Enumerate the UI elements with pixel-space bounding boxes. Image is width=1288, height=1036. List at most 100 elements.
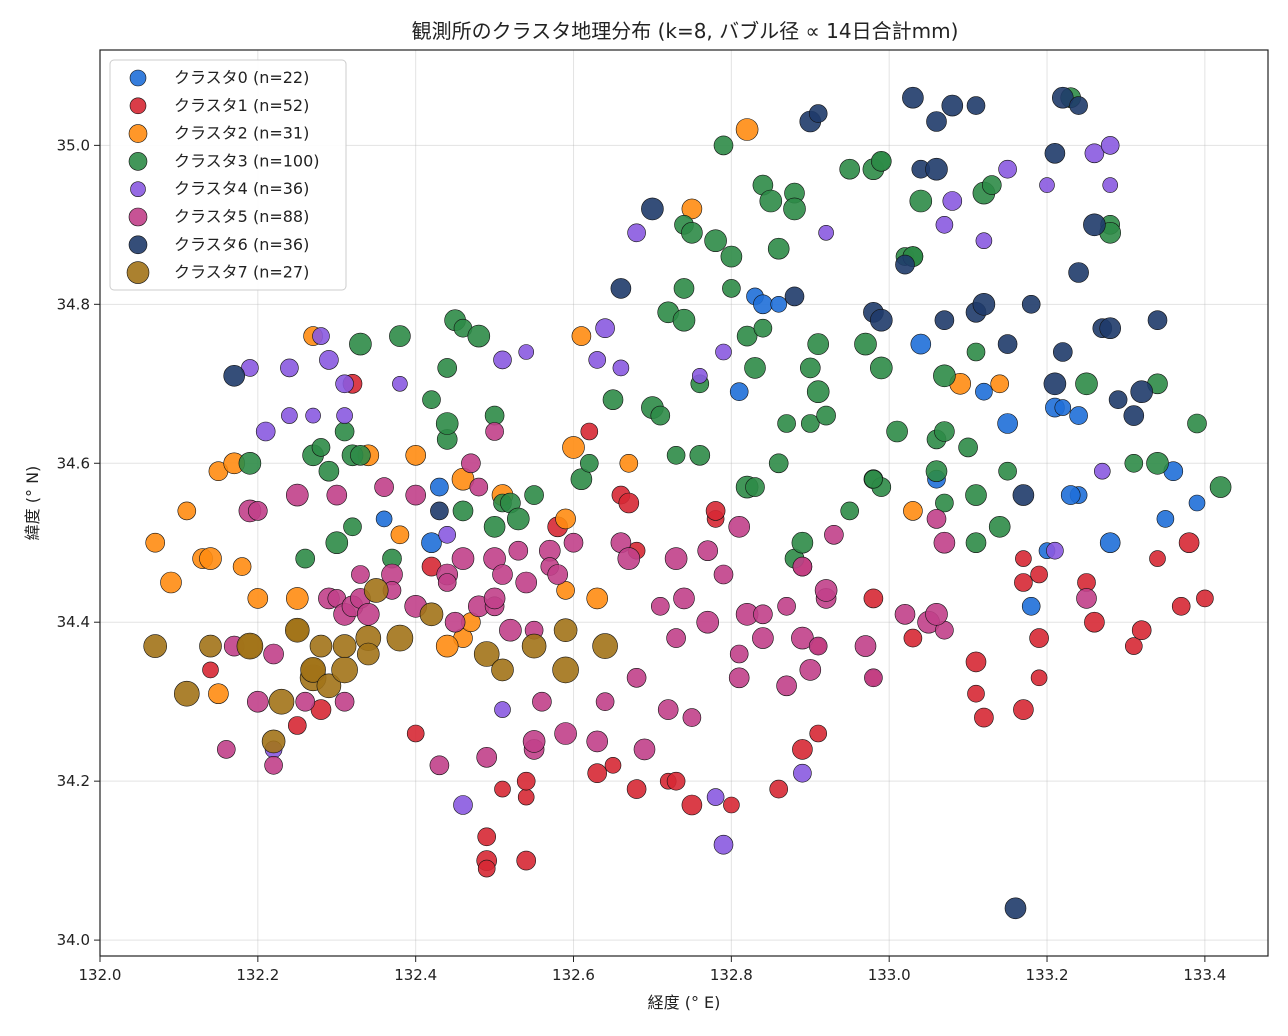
point-cluster-3 bbox=[909, 189, 933, 213]
point-cluster-7 bbox=[261, 729, 286, 754]
point-cluster-3 bbox=[745, 477, 765, 497]
point-cluster-5 bbox=[351, 565, 370, 584]
point-cluster-5 bbox=[682, 708, 702, 727]
point-cluster-5 bbox=[586, 730, 609, 753]
point-cluster-6 bbox=[925, 157, 948, 181]
point-cluster-3 bbox=[238, 451, 262, 475]
point-cluster-4 bbox=[713, 834, 734, 855]
point-cluster-5 bbox=[926, 509, 947, 529]
point-cluster-4 bbox=[595, 318, 615, 339]
legend-label-cluster-5: クラスタ5 (n=88) bbox=[174, 207, 309, 226]
point-cluster-1 bbox=[1149, 550, 1166, 567]
point-cluster-5 bbox=[595, 692, 615, 712]
point-cluster-5 bbox=[499, 618, 522, 642]
point-cluster-3 bbox=[925, 460, 948, 483]
point-cluster-5 bbox=[246, 690, 269, 713]
y-tick-label: 34.6 bbox=[57, 454, 90, 472]
point-cluster-7 bbox=[521, 633, 547, 659]
legend-label-cluster-6: クラスタ6 (n=36) bbox=[174, 235, 309, 254]
series-cluster-4 bbox=[241, 136, 1120, 855]
point-cluster-3 bbox=[437, 358, 458, 378]
point-cluster-1 bbox=[580, 422, 599, 441]
point-cluster-6 bbox=[1053, 342, 1073, 362]
point-cluster-5 bbox=[633, 738, 656, 761]
point-cluster-5 bbox=[264, 755, 283, 775]
point-cluster-7 bbox=[332, 634, 357, 658]
legend-marker-cluster-6 bbox=[128, 235, 148, 255]
point-cluster-4 bbox=[1102, 177, 1118, 193]
point-cluster-2 bbox=[681, 198, 703, 220]
point-cluster-6 bbox=[1044, 143, 1066, 164]
point-cluster-0 bbox=[1156, 510, 1175, 528]
point-cluster-1 bbox=[587, 763, 608, 784]
point-cluster-4 bbox=[305, 407, 321, 424]
point-cluster-3 bbox=[840, 501, 860, 521]
point-cluster-1 bbox=[494, 780, 511, 798]
point-cluster-5 bbox=[894, 603, 916, 625]
point-cluster-3 bbox=[864, 469, 883, 489]
point-cluster-6 bbox=[1012, 484, 1035, 506]
point-cluster-4 bbox=[588, 351, 607, 369]
point-cluster-4 bbox=[942, 191, 963, 211]
legend-marker-cluster-5 bbox=[128, 207, 148, 227]
point-cluster-3 bbox=[435, 412, 459, 435]
point-cluster-1 bbox=[666, 771, 686, 791]
point-cluster-7 bbox=[552, 656, 579, 684]
point-cluster-5 bbox=[791, 626, 814, 650]
legend-label-cluster-0: クラスタ0 (n=22) bbox=[174, 68, 309, 87]
point-cluster-3 bbox=[886, 420, 908, 443]
point-cluster-1 bbox=[310, 699, 332, 720]
point-cluster-7 bbox=[284, 617, 310, 643]
point-cluster-7 bbox=[553, 618, 578, 643]
point-cluster-4 bbox=[392, 375, 408, 392]
point-cluster-5 bbox=[729, 644, 749, 664]
point-cluster-3 bbox=[389, 325, 411, 347]
point-cluster-0 bbox=[1054, 399, 1072, 416]
point-cluster-6 bbox=[972, 292, 996, 316]
point-cluster-3 bbox=[325, 531, 349, 555]
point-cluster-3 bbox=[965, 484, 987, 506]
x-tick-label: 133.0 bbox=[868, 966, 911, 984]
point-cluster-3 bbox=[704, 229, 727, 252]
point-cluster-6 bbox=[1108, 390, 1128, 410]
point-cluster-3 bbox=[295, 548, 316, 569]
point-cluster-0 bbox=[1099, 532, 1121, 554]
point-cluster-3 bbox=[869, 356, 893, 380]
point-cluster-6 bbox=[895, 254, 915, 275]
point-cluster-7 bbox=[419, 602, 444, 627]
point-cluster-1 bbox=[723, 796, 740, 814]
point-cluster-0 bbox=[997, 413, 1018, 434]
point-cluster-2 bbox=[390, 525, 410, 545]
point-cluster-0 bbox=[375, 510, 393, 528]
point-cluster-5 bbox=[217, 740, 236, 759]
point-cluster-3 bbox=[1075, 372, 1098, 396]
point-cluster-5 bbox=[515, 571, 538, 594]
point-cluster-5 bbox=[617, 547, 641, 570]
point-cluster-5 bbox=[753, 604, 773, 625]
point-cluster-6 bbox=[1147, 310, 1168, 331]
point-cluster-6 bbox=[1130, 380, 1153, 404]
point-cluster-6 bbox=[1099, 317, 1121, 340]
point-cluster-4 bbox=[627, 223, 646, 243]
point-cluster-7 bbox=[592, 633, 618, 659]
point-cluster-1 bbox=[1015, 550, 1032, 567]
y-tick-label: 35.0 bbox=[57, 136, 90, 154]
legend-label-cluster-2: クラスタ2 (n=31) bbox=[174, 124, 309, 143]
point-cluster-1 bbox=[965, 651, 987, 673]
legend-marker-cluster-4 bbox=[130, 181, 146, 197]
point-cluster-6 bbox=[966, 96, 986, 115]
point-cluster-0 bbox=[430, 477, 449, 497]
point-cluster-6 bbox=[1021, 294, 1041, 314]
point-cluster-6 bbox=[902, 86, 924, 109]
point-cluster-5 bbox=[263, 643, 284, 665]
point-cluster-1 bbox=[1131, 620, 1152, 641]
x-tick-label: 132.8 bbox=[710, 966, 753, 984]
point-cluster-3 bbox=[783, 197, 806, 221]
point-cluster-4 bbox=[280, 358, 299, 378]
point-cluster-5 bbox=[405, 484, 427, 506]
point-cluster-3 bbox=[570, 468, 593, 491]
point-cluster-3 bbox=[767, 237, 790, 260]
point-cluster-4 bbox=[493, 350, 512, 370]
point-cluster-5 bbox=[469, 477, 489, 497]
point-cluster-7 bbox=[199, 634, 222, 658]
